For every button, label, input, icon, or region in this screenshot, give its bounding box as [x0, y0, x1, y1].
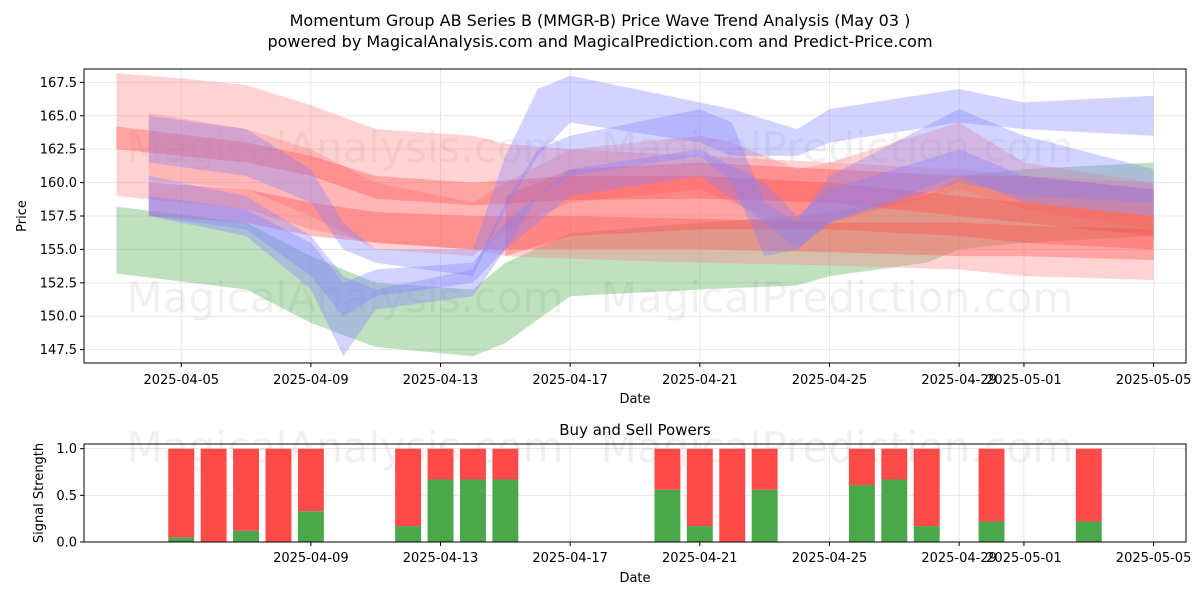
sell-bar: [751, 448, 778, 490]
watermark-text: MagicalPrediction.com: [601, 273, 1074, 322]
wave-band-blue-7: [148, 75, 1154, 277]
watermark-text: MagicalAnalysis.com: [127, 123, 564, 172]
figure-title: Momentum Group AB Series B (MMGR-B) Pric…: [290, 11, 911, 30]
y-tick-label: 152.5: [40, 276, 77, 291]
y-axis-label: Price: [15, 200, 30, 232]
y-tick-label: 165.0: [40, 109, 77, 124]
watermark-text: MagicalAnalysis.com: [127, 423, 564, 472]
buy-bar: [654, 489, 681, 542]
sell-bar: [913, 448, 940, 527]
x-tick-label: 2025-04-17: [532, 551, 608, 566]
figure-subtitle: powered by MagicalAnalysis.com and Magic…: [267, 32, 932, 51]
sell-bar: [297, 448, 324, 512]
sell-bar: [654, 448, 681, 490]
y-tick-label: 147.5: [40, 343, 77, 358]
buy-bar: [881, 479, 908, 542]
buy-bar: [297, 511, 324, 542]
y-tick-label: 167.5: [40, 76, 77, 91]
x-axis-label: Date: [619, 392, 650, 407]
buy-bar: [848, 485, 875, 542]
x-tick-label: 2025-05-05: [1116, 373, 1192, 388]
y-tick-label: 150.0: [40, 310, 77, 325]
x-tick-label: 2025-04-21: [662, 373, 738, 388]
sell-bar: [719, 448, 746, 542]
y-tick-label: 162.5: [40, 143, 77, 158]
sell-bar: [459, 448, 486, 480]
wave-band-red-4: [116, 126, 1154, 236]
buy-bar: [427, 479, 454, 542]
y-tick-label: 155.0: [40, 243, 77, 258]
buy-bar: [751, 489, 778, 542]
price-panel: MagicalAnalysis.com MagicalPrediction.com…: [15, 68, 1192, 407]
wave-band-pink-3: [148, 113, 1154, 257]
sell-bar: [1075, 448, 1102, 522]
wave-bands: [116, 73, 1154, 357]
plot-frame: [83, 443, 1187, 543]
wave-band-blue-9: [148, 149, 1154, 317]
sell-bar: [395, 448, 422, 527]
sell-bar: [492, 448, 519, 480]
sell-bar: [686, 448, 713, 527]
x-axis-label: Date: [619, 571, 650, 586]
sell-bar: [168, 448, 195, 538]
y-tick-label: 0.0: [56, 536, 77, 551]
sell-bar: [200, 448, 227, 542]
x-tick-label: 2025-04-09: [273, 551, 349, 566]
x-tick-label: 2025-05-01: [986, 373, 1062, 388]
sell-bar: [881, 448, 908, 480]
x-tick-label: 2025-04-09: [273, 373, 349, 388]
sell-bar: [427, 448, 454, 480]
x-tick-label: 2025-04-25: [792, 373, 868, 388]
y-tick-label: 0.5: [56, 489, 77, 504]
x-tick-label: 2025-04-05: [143, 373, 219, 388]
buy-bar: [168, 537, 195, 542]
buy-bar: [978, 521, 1005, 542]
sell-bar: [265, 448, 292, 542]
wave-band-red-6: [505, 162, 1154, 257]
x-tick-label: 2025-04-25: [792, 551, 868, 566]
buy-bar: [459, 479, 486, 542]
y-tick-label: 1.0: [56, 442, 77, 457]
y-tick-label: 157.5: [40, 210, 77, 225]
wave-band-green-1: [116, 162, 1154, 357]
x-tick-label: 2025-04-29: [921, 373, 997, 388]
buy-bar: [492, 479, 519, 542]
x-tick-label: 2025-04-21: [662, 551, 738, 566]
buy-bar: [913, 526, 940, 542]
x-tick-label: 2025-05-05: [1116, 551, 1192, 566]
watermark-text: MagicalPrediction.com: [601, 123, 1074, 172]
wave-band-blue-8: [148, 109, 1154, 357]
x-tick-label: 2025-05-01: [986, 551, 1062, 566]
buy-bar: [233, 530, 260, 542]
x-tick-label: 2025-04-17: [532, 373, 608, 388]
y-axis-label: Signal Strength: [32, 443, 47, 543]
sell-bar: [233, 448, 260, 531]
watermark-text: MagicalAnalysis.com: [127, 273, 564, 322]
power-panel: MagicalAnalysis.com MagicalPrediction.com…: [32, 421, 1191, 586]
wave-band-red-5: [148, 182, 1154, 261]
x-tick-label: 2025-04-13: [403, 373, 479, 388]
power-panel-title: Buy and Sell Powers: [559, 421, 711, 439]
x-tick-label: 2025-04-13: [403, 551, 479, 566]
sell-bar: [978, 448, 1005, 522]
x-tick-label: 2025-04-29: [921, 551, 997, 566]
wave-band-pink-2: [116, 73, 1154, 281]
buy-bar: [1075, 521, 1102, 542]
sell-bar: [848, 448, 875, 486]
buy-bar: [686, 526, 713, 542]
y-tick-label: 160.0: [40, 176, 77, 191]
buy-bar: [395, 526, 422, 542]
